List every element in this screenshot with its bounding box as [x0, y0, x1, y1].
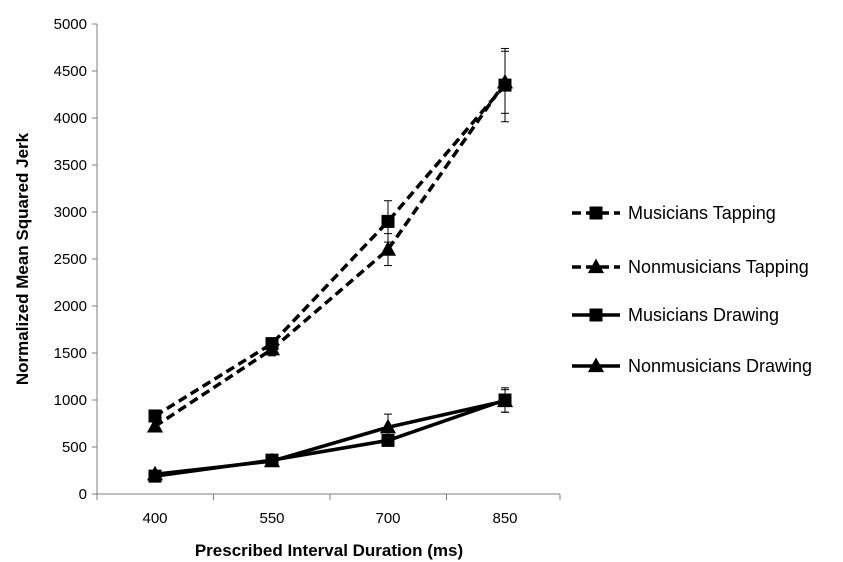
- data-point: [263, 340, 281, 356]
- y-tick-label: 0: [79, 486, 87, 503]
- legend-item: Nonmusicians Drawing: [572, 356, 812, 376]
- legend-label: Musicians Tapping: [628, 203, 776, 223]
- data-point: [496, 392, 514, 408]
- x-tick-label: 850: [492, 510, 517, 527]
- series-line: [154, 83, 507, 418]
- y-axis-title: Normalized Mean Squared Jerk: [13, 132, 32, 385]
- legend-item: Musicians Tapping: [572, 203, 776, 223]
- data-point: [381, 214, 395, 228]
- y-tick-label: 4500: [54, 63, 87, 80]
- legend-marker: [589, 308, 603, 322]
- series-musicians-tapping: [148, 47, 512, 423]
- data-point: [496, 73, 514, 89]
- x-tick-label: 550: [259, 510, 284, 527]
- legend-label: Nonmusicians Tapping: [628, 257, 809, 277]
- data-point: [263, 452, 281, 468]
- y-tick-label: 4000: [54, 110, 87, 127]
- series-line: [154, 399, 506, 476]
- y-tick-label: 1500: [54, 345, 87, 362]
- legend-label: Musicians Drawing: [628, 305, 779, 325]
- y-tick-label: 500: [62, 439, 87, 456]
- x-axis-title: Prescribed Interval Duration (ms): [195, 541, 463, 560]
- x-tick-label: 700: [375, 510, 400, 527]
- y-tick-label: 3500: [54, 157, 87, 174]
- legend-item: Nonmusicians Tapping: [572, 257, 809, 277]
- series-line: [154, 81, 507, 428]
- series-layer: [146, 47, 514, 483]
- y-tick-label: 3000: [54, 204, 87, 221]
- axes: 0 500 1000 1500 2000 2500 3000 3500 4000 4500 5000…: [54, 16, 561, 527]
- legend-marker: [587, 357, 605, 373]
- series-nonmusicians-drawing: [146, 389, 514, 481]
- data-point: [379, 418, 397, 434]
- data-point: [379, 241, 397, 256]
- x-tick-label: 400: [142, 510, 167, 527]
- legend-marker: [587, 258, 605, 274]
- series-nonmusicians-tapping: [146, 50, 514, 433]
- y-tick-label: 2000: [54, 298, 87, 315]
- y-tick-label: 2500: [54, 251, 87, 268]
- data-point: [148, 409, 162, 423]
- legend-marker: [589, 206, 603, 220]
- data-point: [146, 417, 164, 433]
- y-tick-label: 1000: [54, 392, 87, 409]
- legend: Musicians Tapping Nonmusicians Tapping Mus…: [572, 203, 812, 376]
- y-tick-label: 5000: [54, 16, 87, 33]
- legend-item: Musicians Drawing: [572, 305, 779, 325]
- data-point: [146, 465, 164, 481]
- legend-label: Nonmusicians Drawing: [628, 356, 812, 376]
